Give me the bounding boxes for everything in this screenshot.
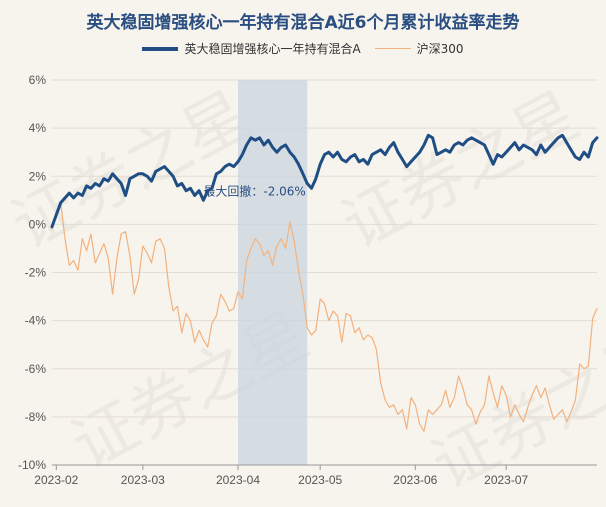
legend-label-index: 沪深300 <box>416 42 464 56</box>
y-tick-label: -2% <box>25 266 47 280</box>
y-tick-label: -6% <box>25 362 47 376</box>
x-tick-label: 2023-02 <box>34 473 78 487</box>
x-tick-label: 2023-04 <box>216 473 260 487</box>
y-tick-label: 6% <box>29 73 47 87</box>
series-line-index <box>51 202 598 432</box>
y-tick-label: -8% <box>25 410 47 424</box>
chart-series <box>50 133 599 432</box>
x-tick-label: 2023-07 <box>484 473 528 487</box>
max-drawdown-label: 最大回撤：-2.06% <box>203 184 305 199</box>
legend-label-fund: 英大稳固增强核心一年持有混合A <box>184 42 361 56</box>
x-tick-label: 2023-03 <box>121 473 165 487</box>
x-tick-label: 2023-05 <box>298 473 342 487</box>
y-tick-label: 2% <box>29 169 47 183</box>
legend-item-fund[interactable]: 英大稳固增强核心一年持有混合A <box>142 40 361 57</box>
y-tick-label: 4% <box>29 121 47 135</box>
legend-swatch-index <box>374 48 411 49</box>
y-tick-label: 0% <box>29 217 47 231</box>
legend-item-index[interactable]: 沪深300 <box>374 40 464 57</box>
chart-title: 英大稳固增强核心一年持有混合A近6个月累计收益率走势 <box>86 13 520 33</box>
drawdown-shade <box>237 80 308 465</box>
y-tick-label: -4% <box>25 314 47 328</box>
chart-legend: 英大稳固增强核心一年持有混合A 沪深300 <box>0 40 606 57</box>
series-line-fund <box>50 133 599 229</box>
chart-axes: 6% 4% 2% 0% -2% -4% -6% -8% -10%2023-02 2023-03 20… <box>18 73 597 487</box>
drawdown-region <box>237 80 308 465</box>
y-tick-label: -10% <box>18 458 46 472</box>
x-tick-label: 2023-06 <box>393 473 437 487</box>
legend-swatch-fund <box>142 46 179 51</box>
